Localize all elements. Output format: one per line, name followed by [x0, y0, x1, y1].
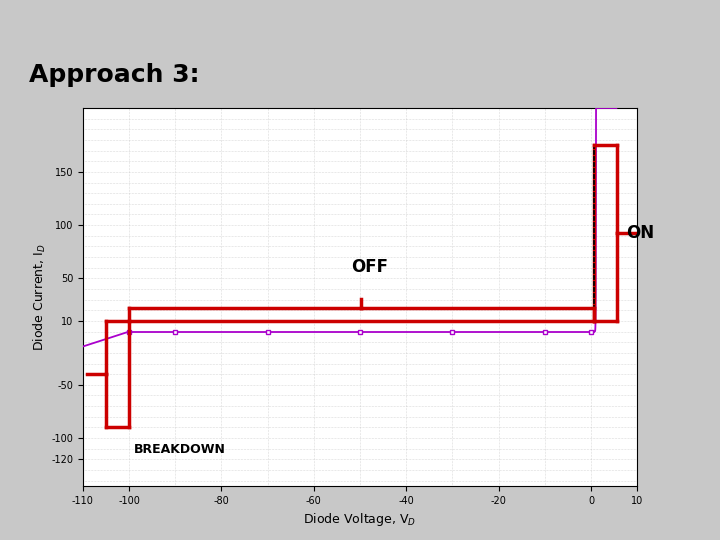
Text: OFF: OFF	[351, 258, 388, 276]
Text: ON: ON	[626, 224, 654, 242]
Text: Approach 3:: Approach 3:	[29, 63, 199, 87]
Y-axis label: Diode Current, I$_D$: Diode Current, I$_D$	[32, 243, 48, 351]
X-axis label: Diode Voltage, V$_D$: Diode Voltage, V$_D$	[303, 511, 417, 528]
Text: BREAKDOWN: BREAKDOWN	[134, 443, 225, 456]
